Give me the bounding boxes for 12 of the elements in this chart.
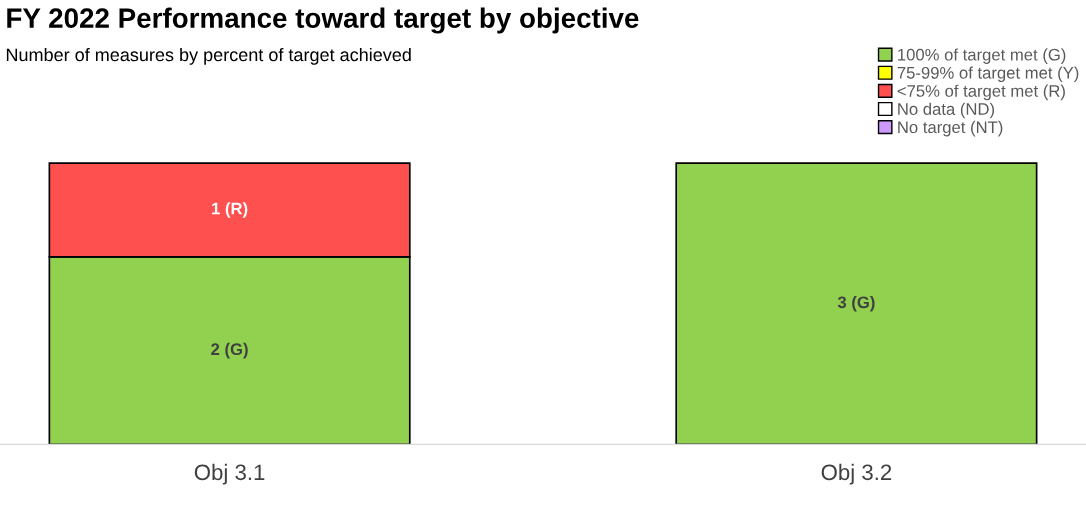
legend-label: <75% of target met (R) [897,84,1065,101]
data-label: 1 (R) [212,202,248,218]
x-tick-label: Obj 3.2 [821,463,892,485]
chart-subtitle: Number of measures by percent of target achieved [6,47,411,65]
data-label: 3 (G) [837,295,875,312]
legend-label: No data (ND) [898,102,994,119]
legend-label: 100% of target met (G) [898,48,1066,64]
x-tick-label: Obj 3.1 [194,463,265,485]
chart-title: FY 2022 Performance toward target by objective [7,7,639,34]
legend-label: No target (NT) [898,120,1003,137]
legend-label: 75-99% of target met (Y) [897,66,1079,83]
data-label: 2 (G) [211,342,248,359]
